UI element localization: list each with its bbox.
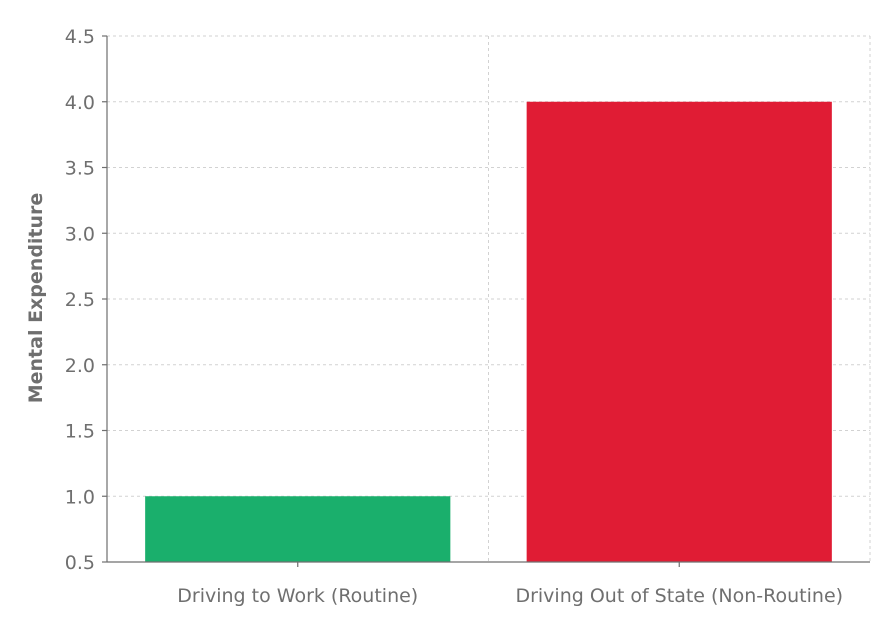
y-tick-label: 2.0 xyxy=(65,355,95,377)
x-category-label: Driving to Work (Routine) xyxy=(177,585,418,607)
y-axis-title: Mental Expenditure xyxy=(25,193,47,404)
y-tick-label: 1.0 xyxy=(65,486,95,508)
labels: 0.5 1.0 1.5 2.0 2.5 3.0 3.5 4.0 4.5 Driving to Wo… xyxy=(65,26,843,607)
y-tick-label: 3.0 xyxy=(65,223,95,245)
bar xyxy=(145,496,451,562)
axes xyxy=(102,35,870,567)
y-tick-label: 4.0 xyxy=(65,92,95,114)
bars xyxy=(145,101,832,562)
y-tick-label: 0.5 xyxy=(65,552,95,574)
y-tick-label: 1.5 xyxy=(65,421,95,443)
y-tick-label: 3.5 xyxy=(65,158,95,180)
y-tick-label: 4.5 xyxy=(65,26,95,48)
x-category-label: Driving Out of State (Non-Routine) xyxy=(515,585,843,607)
bar xyxy=(526,101,832,562)
y-tick-label: 2.5 xyxy=(65,289,95,311)
